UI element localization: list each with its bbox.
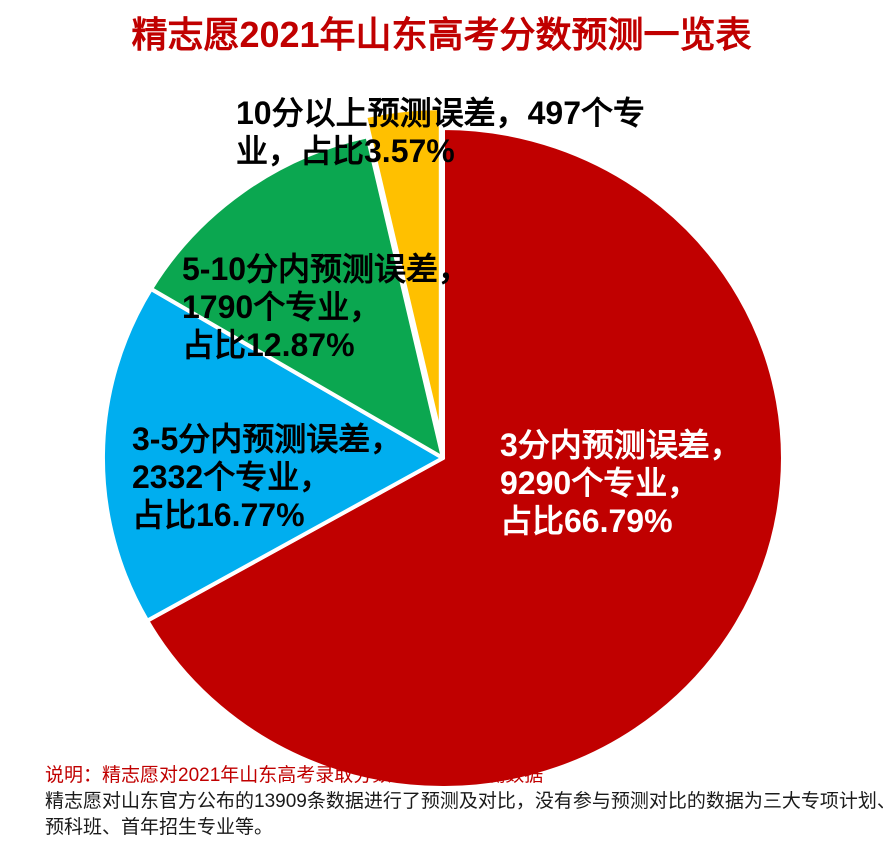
footnote-line-3: 预科班、首年招生专业等。 [45,817,274,838]
footnotes: 说明：精志愿对2021年山东高考录取分数线做出的预测数据 精志愿对山东官方公布的… [45,763,883,841]
slice-label-line: 9290个专业， [500,465,700,501]
slice-label-line: 3分内预测误差， [500,427,742,463]
slice-label-line: 10分以上预测误差，497个专 [236,95,645,131]
footnote-line-1: 说明：精志愿对2021年山东高考录取分数线做出的预测数据 [45,765,544,786]
slice-label-line: 占比12.87% [182,327,355,363]
pie-slice-within-3 [145,126,785,790]
slice-label-line: 占比66.79% [500,503,673,539]
slice-label-3-to-5: 3-5分内预测误差， 2332个专业， 占比16.77% [132,420,402,534]
slice-label-line: 1790个专业， [182,289,382,325]
slice-label-over-10: 10分以上预测误差，497个专 业，占比3.57% [236,94,645,170]
slice-label-5-to-10: 5-10分内预测误差， 1790个专业， 占比12.87% [182,250,470,364]
pie-slice-3-to-5 [100,286,445,623]
slice-label-within-3: 3分内预测误差， 9290个专业， 占比66.79% [500,426,742,540]
pie-slice-5-to-10 [149,134,445,460]
pie-slice-over-10 [363,106,443,441]
slice-label-line: 2332个专业， [132,459,332,495]
slice-label-line: 业，占比3.57% [236,133,455,169]
footnote-line-2: 精志愿对山东官方公布的13909条数据进行了预测及对比，没有参与预测对比的数据为… [45,791,883,812]
slice-label-line: 3-5分内预测误差， [132,421,403,457]
slice-label-line: 占比16.77% [132,497,305,533]
chart-title: 精志愿2021年山东高考分数预测一览表 [131,14,752,55]
slice-label-line: 5-10分内预测误差， [182,251,471,287]
